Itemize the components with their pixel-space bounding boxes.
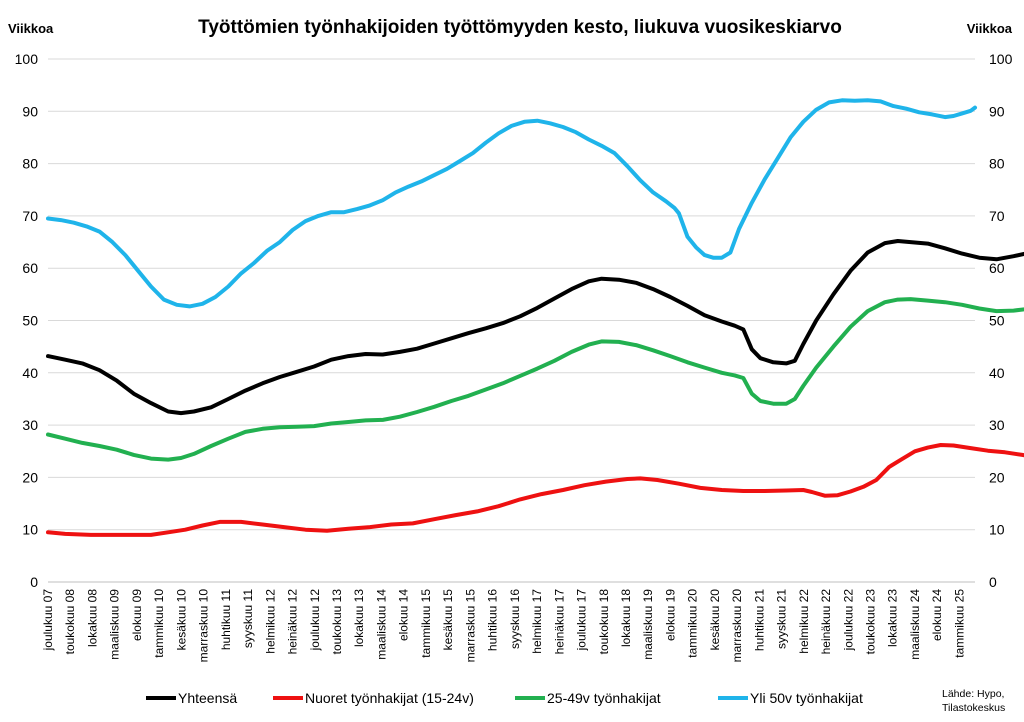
legend: Yhteensä Nuoret työnhakijat (15-24v) 25-49… xyxy=(146,690,863,706)
x-tick-label: tammikuu 25 xyxy=(952,589,966,658)
legend-label: Yhteensä xyxy=(178,690,237,706)
y-axis-unit-left: Viikkoa xyxy=(8,21,54,36)
y-tick-label: 20 xyxy=(22,469,38,485)
x-tick-label: toukokuu 18 xyxy=(597,589,611,655)
x-tick-label: heinäkuu 17 xyxy=(552,589,566,655)
y-tick-label: 60 xyxy=(22,260,38,276)
x-tick-label: helmikuu 17 xyxy=(530,589,544,654)
x-tick-label: marraskuu 15 xyxy=(463,589,477,663)
x-tick-label: syyskuu 16 xyxy=(508,589,522,649)
y-tick-label: 100 xyxy=(15,51,39,67)
y-tick-label: 20 xyxy=(989,469,1005,485)
y-tick-label: 80 xyxy=(22,156,38,172)
y-tick-label: 40 xyxy=(22,365,38,381)
x-tick-label: toukokuu 23 xyxy=(864,589,878,655)
y-tick-label: 70 xyxy=(22,208,38,224)
x-tick-label: kesäkuu 15 xyxy=(441,589,455,651)
x-tick-label: maaliskuu 24 xyxy=(908,589,922,660)
x-tick-label: heinäkuu 12 xyxy=(286,589,300,655)
y-tick-label: 60 xyxy=(989,260,1005,276)
x-tick-label: maaliskuu 09 xyxy=(108,589,122,660)
y-tick-label: 90 xyxy=(989,103,1005,119)
x-tick-label: marraskuu 10 xyxy=(197,589,211,663)
x-tick-label: elokuu 19 xyxy=(663,589,677,641)
legend-label: Yli 50v työnhakijat xyxy=(750,690,863,706)
x-tick-label: lokakuu 13 xyxy=(352,589,366,647)
x-tick-label: maaliskuu 14 xyxy=(375,589,389,660)
y-tick-label: 100 xyxy=(989,51,1013,67)
series-line-2 xyxy=(46,443,1024,537)
x-tick-label: huhtikuu 11 xyxy=(219,589,233,650)
y-axis-right: 0 10 20 30 40 50 60 70 80 90 100 xyxy=(989,51,1013,590)
x-tick-label: kesäkuu 20 xyxy=(708,589,722,651)
legend-label: 25-49v työnhakijat xyxy=(547,690,661,706)
x-tick-label: helmikuu 12 xyxy=(263,589,277,654)
x-tick-label: helmikuu 22 xyxy=(797,589,811,654)
x-tick-label: joulukuu 17 xyxy=(575,589,589,652)
y-tick-label: 40 xyxy=(989,365,1005,381)
series-lines xyxy=(46,98,1024,537)
x-tick-label: tammikuu 10 xyxy=(152,589,166,658)
y-axis-left: 0 10 20 30 40 50 60 70 80 90 100 xyxy=(15,51,39,590)
x-tick-label: lokakuu 18 xyxy=(619,589,633,647)
x-tick-label: marraskuu 20 xyxy=(730,589,744,663)
y-tick-label: 0 xyxy=(989,574,997,590)
x-tick-label: elokuu 24 xyxy=(930,589,944,641)
series-line-4 xyxy=(46,98,977,309)
y-tick-label: 10 xyxy=(22,522,38,538)
x-tick-label: maaliskuu 19 xyxy=(641,589,655,660)
y-tick-label: 50 xyxy=(22,313,38,329)
y-tick-label: 50 xyxy=(989,313,1005,329)
source-line-1: Lähde: Hypo, xyxy=(942,688,1004,700)
y-tick-label: 70 xyxy=(989,208,1005,224)
x-tick-label: heinäkuu 22 xyxy=(819,589,833,655)
series-line-3 xyxy=(46,297,1024,462)
x-tick-label: tammikuu 20 xyxy=(686,589,700,658)
x-tick-label: toukokuu 08 xyxy=(63,589,77,655)
x-tick-label: syyskuu 21 xyxy=(775,589,789,649)
x-tick-label: elokuu 14 xyxy=(397,589,411,641)
y-tick-label: 10 xyxy=(989,522,1005,538)
source-line-2: Tilastokeskus xyxy=(942,702,1005,714)
x-tick-label: huhtikuu 21 xyxy=(752,589,766,651)
legend-label: Nuoret työnhakijat (15-24v) xyxy=(305,690,474,706)
y-tick-label: 30 xyxy=(22,417,38,433)
x-tick-label: kesäkuu 10 xyxy=(174,589,188,651)
x-tick-label: lokakuu 23 xyxy=(886,589,900,647)
x-tick-label: syyskuu 11 xyxy=(241,589,255,648)
y-tick-label: 80 xyxy=(989,156,1005,172)
y-axis-unit-right: Viikkoa xyxy=(967,21,1013,36)
y-tick-label: 0 xyxy=(30,574,38,590)
x-tick-label: huhtikuu 16 xyxy=(486,589,500,651)
x-axis: joulukuu 07 toukokuu 08 lokakuu 08 maalisku… xyxy=(41,589,966,663)
x-tick-label: tammikuu 15 xyxy=(419,589,433,658)
x-tick-label: joulukuu 07 xyxy=(41,589,55,652)
x-tick-label: joulukuu 22 xyxy=(841,589,855,652)
chart-title: Työttömien työnhakijoiden työttömyyden k… xyxy=(198,17,842,38)
series-line-1 xyxy=(46,239,1024,416)
y-tick-label: 90 xyxy=(22,103,38,119)
x-tick-label: toukokuu 13 xyxy=(330,589,344,655)
x-tick-label: joulukuu 12 xyxy=(308,589,322,652)
x-tick-label: elokuu 09 xyxy=(130,589,144,641)
x-tick-label: lokakuu 08 xyxy=(86,589,100,647)
y-tick-label: 30 xyxy=(989,417,1005,433)
